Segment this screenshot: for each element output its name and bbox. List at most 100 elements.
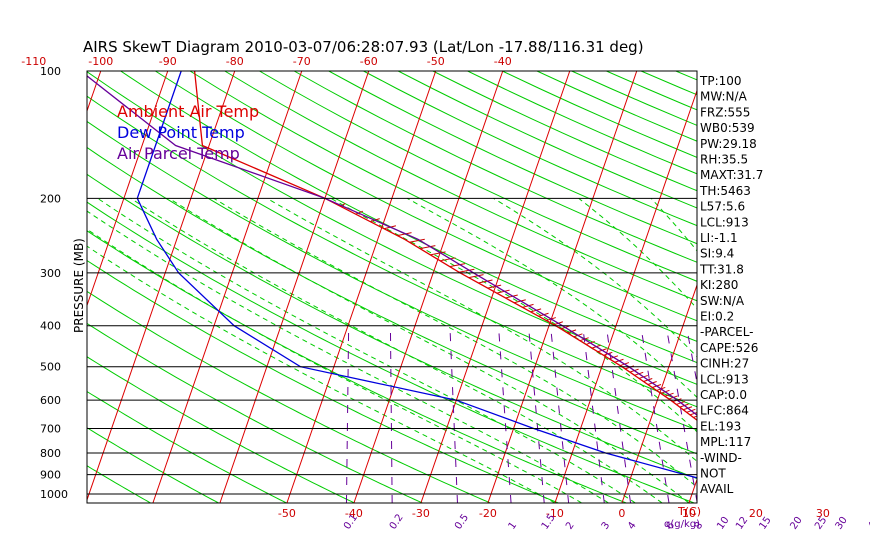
isotherm-line (286, 71, 437, 503)
cape-hatch (487, 284, 502, 289)
index-label: LCL:913 (700, 215, 749, 229)
dry-adiabat (328, 71, 697, 245)
dry-adiabat (87, 120, 697, 431)
mixing-ratio-tick-label: 10 (715, 515, 731, 532)
moist-adiabat (266, 197, 697, 463)
mixing-ratio-tick-label: 2 (564, 520, 577, 532)
dry-adiabat (87, 259, 559, 503)
dry-adiabat (224, 71, 697, 302)
top-temp-tick-label: -80 (226, 55, 244, 68)
isotherm-line (0, 71, 34, 503)
index-label: RH:35.5 (700, 153, 748, 167)
dry-adiabat (87, 71, 697, 385)
pressure-tick-label: 500 (40, 361, 61, 374)
index-label: NOT (700, 467, 726, 481)
mixing-ratio-tick-label: 4 (626, 520, 639, 532)
index-label: CINH:27 (700, 357, 749, 371)
moist-adiabat (493, 197, 697, 358)
index-label: KI:280 (700, 278, 738, 292)
top-temp-tick-label: -60 (360, 55, 378, 68)
moist-adiabat (578, 197, 697, 310)
mixing-ratio-line (773, 326, 817, 503)
mixing-ratio-line (640, 325, 670, 503)
dry-adiabat (293, 71, 697, 263)
dry-adiabat (87, 390, 287, 503)
mixing-ratio-line (389, 325, 393, 503)
index-label: LCL:913 (700, 372, 749, 386)
isotherms (0, 71, 697, 503)
dry-adiabat (189, 71, 697, 322)
dry-adiabat (815, 71, 870, 503)
mixing-ratio-line (665, 325, 697, 503)
top-temp-axis: -120-110-100-90-80-70-60-50-40 (21, 55, 511, 68)
index-label: MAXT:31.7 (700, 168, 763, 182)
index-label: -PARCEL- (700, 325, 754, 339)
dry-adiabats (87, 71, 870, 503)
index-label: LI:-1.1 (700, 231, 738, 245)
index-label: WB0:539 (700, 121, 755, 135)
legend-entry: Air Parcel Temp (117, 144, 240, 163)
mixing-ratio-line (685, 325, 697, 386)
temp-unit-label: T(C) (677, 505, 701, 518)
index-label: CAP:0.0 (700, 388, 747, 402)
moist-adiabat (130, 197, 663, 503)
isotherm-line (420, 71, 571, 503)
series-line (87, 75, 697, 416)
cape-hatch (505, 294, 518, 299)
isotherm-line (487, 71, 638, 503)
legend: Ambient Air Temp Dew Point Temp Air Parcel… (117, 102, 259, 163)
cape-hatch (409, 238, 425, 243)
index-label: SW:N/A (700, 294, 745, 308)
mixing-ratio-line (550, 325, 570, 503)
bottom-temp-tick-label: 0 (618, 507, 625, 520)
pressure-tick-label: 700 (40, 423, 61, 436)
mixing-ratio-line (527, 325, 545, 503)
cape-hatch (449, 263, 466, 268)
dry-adiabat (87, 230, 627, 503)
isotherm-line (87, 71, 169, 307)
isotherm-line (152, 71, 303, 503)
bottom-temp-tick-label: -50 (278, 507, 296, 520)
mixing-ratio-line (497, 325, 512, 503)
moist-adiabat (330, 197, 697, 433)
pressure-axis: 100 200 300 400 500 600 700 800 900 1000 (40, 65, 68, 501)
dry-adiabat (363, 71, 697, 227)
mixing-ratio-line (449, 325, 458, 503)
isotherm-line (621, 283, 697, 503)
moist-adiabats (87, 197, 697, 503)
dry-adiabat (87, 465, 151, 503)
chart-title: AIRS SkewT Diagram 2010-03-07/06:28:07.9… (83, 38, 644, 56)
moist-adiabat (87, 228, 582, 503)
dry-adiabat (780, 71, 870, 503)
cape-hatch (693, 415, 697, 418)
moist-adiabat (650, 197, 697, 252)
dry-adiabat (849, 71, 870, 503)
cape-hatch (355, 210, 364, 215)
mixing-unit-label: q(g/kg) (664, 519, 700, 530)
mixing-ratio-tick-label: 12 (734, 515, 750, 532)
bottom-temp-tick-label: -40 (345, 507, 363, 520)
isotherm-line (353, 71, 504, 503)
mixing-ratio-tick-label: 40 (866, 515, 870, 532)
dry-adiabat (87, 290, 491, 503)
pressure-tick-label: 400 (40, 320, 61, 333)
dry-adiabat (502, 71, 697, 158)
index-label: SI:9.4 (700, 247, 734, 261)
pressure-tick-label: 600 (40, 394, 61, 407)
top-temp-tick-label: -50 (427, 55, 445, 68)
mixing-ratio-line (345, 325, 350, 503)
index-label: EI:0.2 (700, 310, 734, 324)
cape-hatch (430, 251, 446, 256)
top-temp-tick-label: -70 (293, 55, 311, 68)
plot-frame (86, 70, 698, 504)
cape-hatching (340, 203, 697, 421)
index-label: CAPE:526 (700, 341, 758, 355)
top-temp-tick-label: -100 (88, 55, 113, 68)
isotherm-line (219, 71, 370, 503)
index-label: MW:N/A (700, 90, 748, 104)
index-label: PW:29.18 (700, 137, 757, 151)
bottom-temp-tick-label: -30 (412, 507, 430, 520)
series-line (193, 71, 697, 422)
